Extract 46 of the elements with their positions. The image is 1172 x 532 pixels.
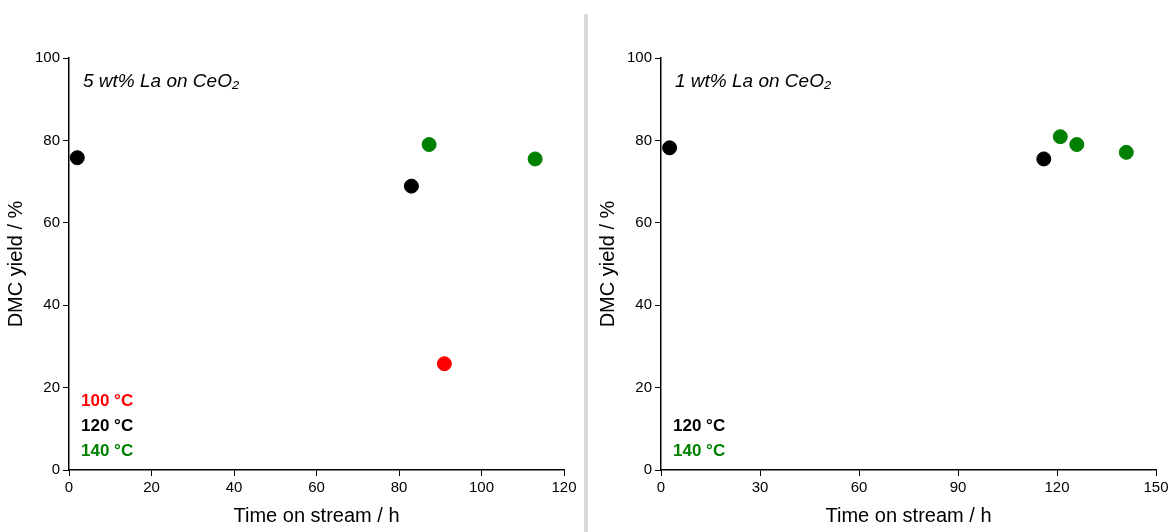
x-tick-label: 150 (1143, 478, 1169, 496)
y-tick-label: 20 (43, 377, 61, 395)
y-axis-title: DMC yield / % (595, 200, 618, 328)
text: 1 wt% La on CeO₂ (675, 69, 832, 91)
point (1118, 144, 1134, 160)
text: 140 °C (81, 441, 134, 460)
point (1052, 129, 1068, 145)
y-tick-label: 100 (627, 48, 653, 66)
y-tick-label: 80 (43, 130, 61, 148)
point (662, 140, 678, 156)
y-tick-label: 40 (635, 295, 653, 313)
y-tick-label: 0 (51, 460, 61, 478)
text: 5 wt% La on CeO₂ (83, 69, 240, 91)
y-tick-label: 100 (35, 48, 61, 66)
x-tick-label: 80 (390, 478, 408, 496)
x-tick-label: 0 (656, 478, 666, 496)
y-tick-label: 80 (635, 130, 653, 148)
point (1036, 151, 1052, 167)
point (421, 137, 437, 153)
x-tick-label: 60 (850, 478, 868, 496)
x-tick-label: 60 (308, 478, 325, 496)
text: 120 °C (673, 416, 726, 435)
x-tick-label: 120 (1044, 478, 1070, 496)
point (527, 151, 543, 167)
y-axis-title: DMC yield / % (3, 200, 26, 328)
x-tick-label: 100 (468, 478, 495, 496)
text: 140 °C (673, 441, 726, 460)
x-tick-label: 120 (551, 478, 577, 496)
y-tick-label: 40 (43, 295, 61, 313)
y-tick-label: 0 (643, 460, 653, 478)
x-axis-title: Time on stream / h (825, 503, 992, 526)
x-axis-title: Time on stream / h (233, 503, 400, 526)
point (403, 178, 419, 194)
point (1069, 137, 1085, 153)
y-tick-label: 20 (635, 377, 653, 395)
point (436, 356, 452, 372)
x-tick-label: 20 (143, 478, 160, 496)
x-tick-label: 40 (225, 478, 243, 496)
x-tick-label: 0 (64, 478, 74, 496)
x-tick-label: 90 (949, 478, 967, 496)
y-tick-label: 60 (635, 212, 653, 230)
point (69, 150, 85, 166)
x-tick-label: 30 (751, 478, 769, 496)
text: 120 °C (81, 416, 134, 435)
text: 100 °C (81, 391, 134, 410)
y-tick-label: 60 (43, 212, 61, 230)
